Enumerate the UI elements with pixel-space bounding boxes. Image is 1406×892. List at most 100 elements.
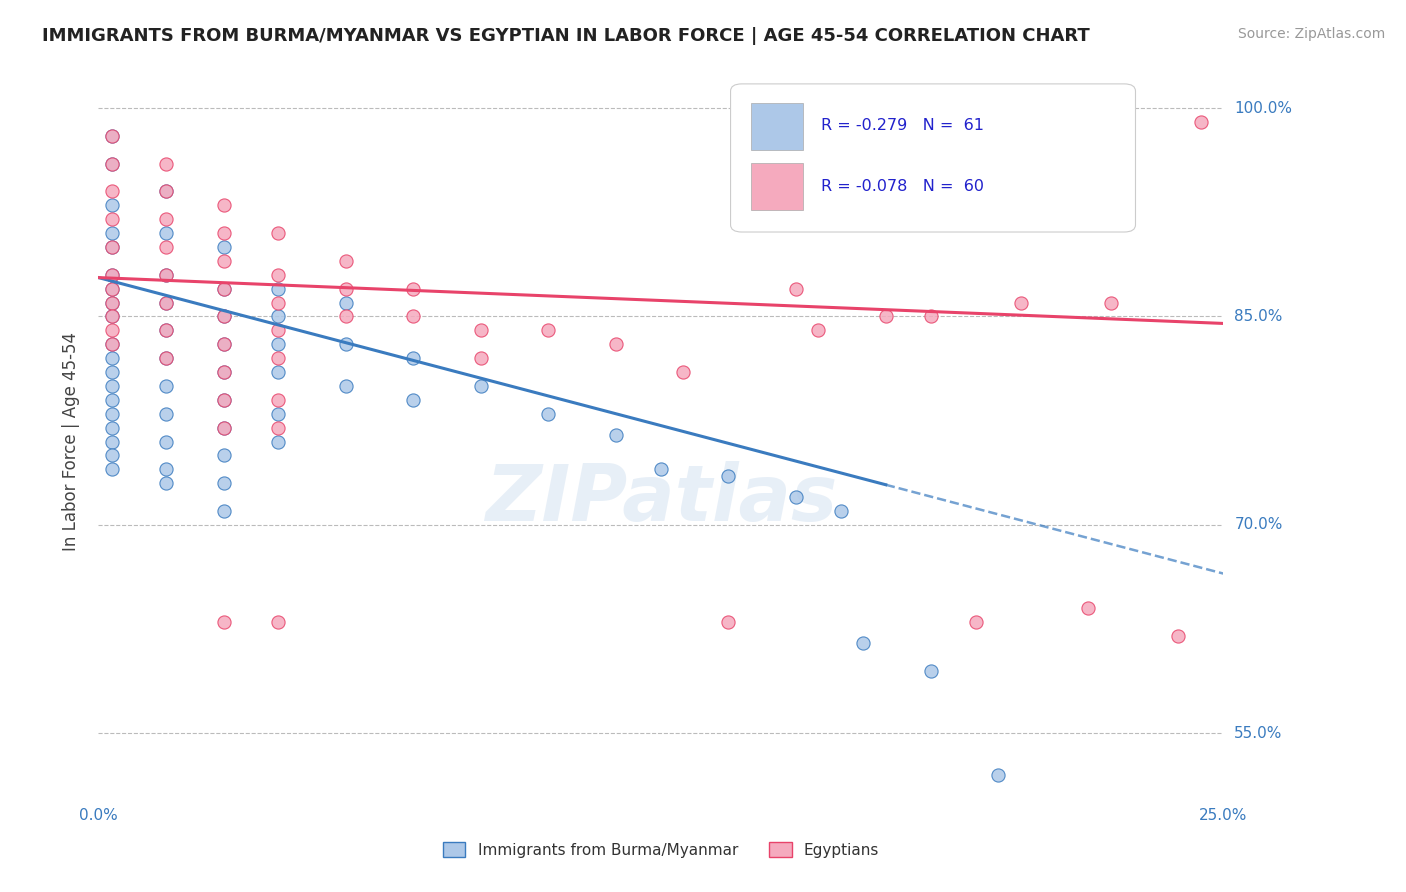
Point: [650, 462, 672, 476]
Point: [267, 420, 290, 434]
Point: [101, 351, 124, 366]
Point: [987, 768, 1010, 782]
Point: [214, 392, 236, 407]
Text: IMMIGRANTS FROM BURMA/MYANMAR VS EGYPTIAN IN LABOR FORCE | AGE 45-54 CORRELATION: IMMIGRANTS FROM BURMA/MYANMAR VS EGYPTIA…: [42, 27, 1090, 45]
Point: [335, 295, 357, 310]
Point: [267, 310, 290, 324]
Point: [155, 476, 177, 491]
Point: [101, 226, 124, 240]
Point: [267, 351, 290, 366]
Point: [101, 337, 124, 351]
Point: [155, 434, 177, 449]
Point: [155, 268, 177, 282]
Point: [101, 295, 124, 310]
Point: [267, 337, 290, 351]
Point: [101, 282, 124, 296]
Point: [101, 449, 124, 463]
Point: [267, 365, 290, 379]
Point: [537, 407, 560, 421]
Point: [155, 295, 177, 310]
Point: [1010, 295, 1032, 310]
Point: [920, 664, 942, 678]
Point: [267, 268, 290, 282]
Point: [605, 337, 627, 351]
Point: [101, 295, 124, 310]
Point: [214, 420, 236, 434]
Point: [101, 379, 124, 393]
Point: [214, 240, 236, 254]
Point: [214, 365, 236, 379]
Point: [267, 392, 290, 407]
Point: [335, 379, 357, 393]
Point: [402, 282, 425, 296]
Point: [920, 310, 942, 324]
Point: [214, 253, 236, 268]
Point: [807, 323, 830, 337]
Point: [214, 365, 236, 379]
Point: [1077, 601, 1099, 615]
Point: [965, 615, 987, 630]
Point: [214, 198, 236, 212]
Point: [214, 310, 236, 324]
Point: [214, 504, 236, 518]
Text: 55.0%: 55.0%: [1234, 726, 1282, 741]
Point: [402, 351, 425, 366]
Text: 100.0%: 100.0%: [1234, 101, 1292, 116]
Point: [101, 128, 124, 143]
Text: 85.0%: 85.0%: [1234, 309, 1282, 324]
Point: [267, 226, 290, 240]
Point: [830, 504, 852, 518]
Point: [402, 392, 425, 407]
Text: 70.0%: 70.0%: [1234, 517, 1282, 533]
Point: [214, 310, 236, 324]
Point: [267, 407, 290, 421]
Point: [155, 240, 177, 254]
Point: [101, 407, 124, 421]
Point: [101, 128, 124, 143]
Point: [267, 323, 290, 337]
Point: [537, 323, 560, 337]
Point: [267, 434, 290, 449]
Point: [101, 392, 124, 407]
Point: [101, 185, 124, 199]
FancyBboxPatch shape: [751, 163, 803, 211]
Point: [155, 268, 177, 282]
Point: [101, 434, 124, 449]
Point: [101, 323, 124, 337]
Point: [155, 323, 177, 337]
Text: R = -0.279   N =  61: R = -0.279 N = 61: [821, 118, 984, 133]
Point: [852, 636, 875, 650]
Point: [101, 310, 124, 324]
Text: ZIPatlas: ZIPatlas: [485, 461, 837, 537]
Point: [470, 351, 492, 366]
Point: [155, 351, 177, 366]
Point: [335, 310, 357, 324]
Point: [214, 337, 236, 351]
Point: [335, 253, 357, 268]
Point: [470, 379, 492, 393]
Y-axis label: In Labor Force | Age 45-54: In Labor Force | Age 45-54: [62, 332, 80, 551]
Text: R = -0.078   N =  60: R = -0.078 N = 60: [821, 179, 984, 194]
Point: [155, 379, 177, 393]
Legend: Immigrants from Burma/Myanmar, Egyptians: Immigrants from Burma/Myanmar, Egyptians: [436, 836, 886, 863]
Point: [101, 268, 124, 282]
Point: [1189, 115, 1212, 129]
Point: [785, 490, 807, 504]
Point: [155, 351, 177, 366]
Point: [155, 226, 177, 240]
Point: [605, 427, 627, 442]
Point: [402, 310, 425, 324]
Point: [101, 212, 124, 227]
Point: [101, 420, 124, 434]
Point: [155, 462, 177, 476]
Point: [214, 449, 236, 463]
Point: [470, 323, 492, 337]
Point: [267, 282, 290, 296]
Point: [717, 615, 740, 630]
Point: [155, 185, 177, 199]
Point: [717, 469, 740, 483]
Point: [155, 212, 177, 227]
Point: [101, 462, 124, 476]
Point: [101, 156, 124, 170]
Point: [214, 615, 236, 630]
